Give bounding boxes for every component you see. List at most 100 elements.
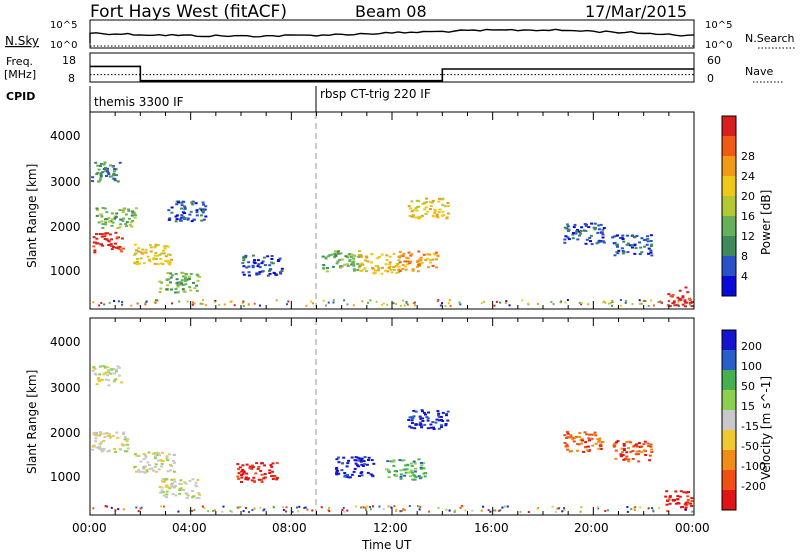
data-cell (103, 166, 107, 169)
data-cell (179, 479, 183, 482)
data-cell (625, 440, 629, 443)
data-cell (178, 492, 182, 495)
data-cell (170, 483, 173, 486)
data-cell (668, 305, 672, 308)
data-cell (550, 300, 553, 303)
data-cell (166, 272, 170, 274)
data-cell (103, 170, 107, 173)
data-cell (619, 299, 622, 301)
data-cell (118, 209, 122, 211)
data-cell (137, 454, 141, 457)
data-cell (631, 458, 635, 460)
data-cell (397, 255, 401, 258)
data-cell (275, 299, 278, 302)
data-cell (155, 299, 157, 302)
data-cell (448, 509, 451, 512)
data-cell (492, 509, 495, 512)
data-cell (601, 233, 605, 236)
data-cell (260, 262, 264, 265)
data-cell (170, 258, 173, 261)
data-cell (201, 505, 204, 508)
data-cell (410, 464, 414, 467)
data-cell (667, 300, 670, 303)
power-data-marks (91, 161, 694, 308)
data-cell (399, 473, 403, 476)
data-cell (233, 304, 236, 307)
data-cell (367, 459, 370, 461)
data-cell (677, 304, 680, 307)
data-cell (346, 509, 349, 512)
data-cell (437, 414, 440, 417)
data-cell (399, 469, 403, 472)
colorbar-swatch (722, 470, 736, 490)
data-cell (437, 211, 441, 213)
data-cell (115, 431, 119, 434)
data-cell (268, 472, 272, 474)
data-cell (189, 273, 193, 275)
data-cell (579, 232, 583, 235)
data-cell (597, 447, 601, 450)
data-cell (245, 463, 249, 466)
nsky-series-line (89, 28, 695, 43)
data-cell (268, 264, 272, 267)
data-cell (182, 200, 186, 203)
data-cell (137, 247, 141, 250)
data-cell (366, 471, 370, 474)
data-cell (667, 293, 671, 296)
data-cell (160, 462, 164, 465)
data-cell (625, 299, 628, 302)
data-cell (666, 510, 670, 513)
data-cell (621, 250, 625, 252)
data-cell (347, 459, 350, 462)
data-cell (104, 232, 108, 235)
data-cell (133, 453, 137, 456)
data-cell (146, 255, 150, 258)
data-cell (686, 291, 690, 294)
power-cbar-tick-16: 16 (741, 210, 755, 223)
data-cell (403, 474, 407, 477)
data-cell (680, 506, 682, 509)
data-cell (591, 444, 595, 447)
data-cell (101, 207, 105, 209)
data-cell (242, 471, 246, 474)
velocity-cbar-tick-200: 200 (741, 340, 762, 353)
data-cell (642, 449, 646, 452)
data-cell (480, 302, 483, 305)
data-cell (204, 304, 207, 307)
data-cell (681, 295, 685, 298)
data-cell (107, 369, 110, 372)
data-cell (144, 465, 148, 468)
data-cell (519, 510, 522, 513)
data-cell (392, 464, 396, 467)
data-cell (404, 268, 408, 271)
data-cell (369, 506, 371, 508)
data-cell (363, 267, 367, 270)
data-cell (282, 506, 284, 508)
data-cell (604, 510, 607, 512)
time-axis: 00:00 04:00 08:00 12:00 16:00 20:00 00:0… (72, 521, 710, 552)
data-cell (111, 174, 115, 177)
data-cell (102, 373, 106, 376)
data-cell (104, 221, 108, 224)
data-cell (178, 300, 181, 303)
data-cell (649, 240, 653, 242)
data-cell (147, 451, 151, 454)
data-cell (275, 462, 279, 465)
data-cell (607, 302, 610, 305)
data-cell (328, 510, 331, 513)
data-cell (131, 219, 135, 222)
station-title: Fort Hays West (fitACF) (90, 2, 287, 22)
data-cell (627, 458, 631, 461)
time-tick-20: 20:00 (574, 521, 609, 535)
data-cell (133, 214, 137, 217)
data-cell (304, 506, 307, 509)
data-cell (325, 304, 327, 307)
data-cell (336, 260, 340, 263)
data-cell (625, 243, 629, 246)
data-cell (598, 437, 602, 440)
velocity-colorbar-swatches (722, 330, 736, 510)
data-cell (428, 201, 432, 204)
data-cell (193, 302, 196, 305)
data-cell (94, 161, 98, 164)
data-cell (117, 300, 120, 303)
